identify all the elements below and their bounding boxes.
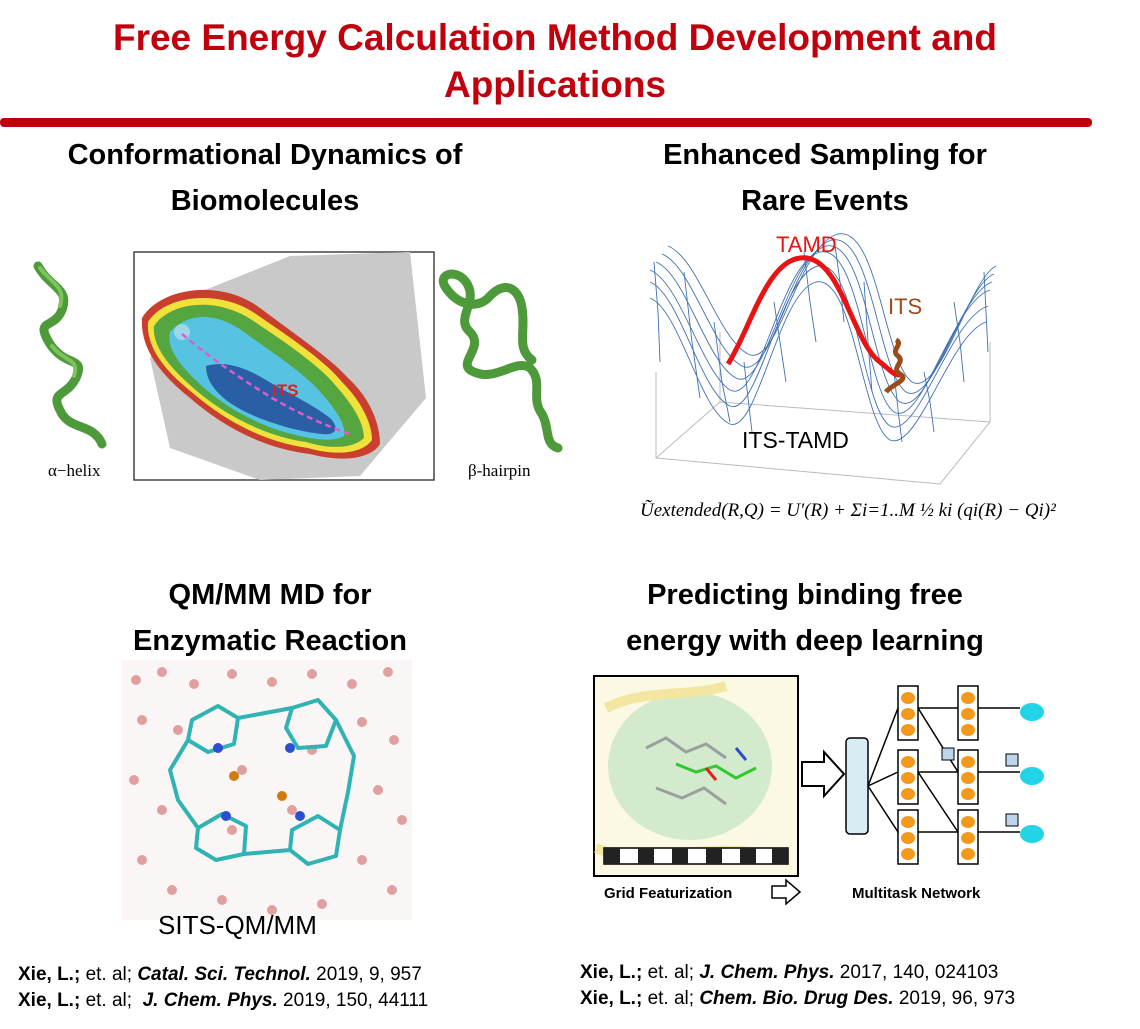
qmmm-heading: QM/MM MD for Enzymatic Reaction — [60, 572, 480, 664]
porphycene-ring — [168, 698, 356, 866]
ref-details: 2017, 140, 024103 — [834, 962, 999, 983]
mesh-surface — [649, 233, 997, 443]
input-layer — [845, 737, 869, 835]
alpha-helix-image — [33, 261, 107, 449]
conformational-heading-line-1: Conformational Dynamics of — [67, 139, 463, 171]
task-boxes — [941, 747, 1019, 827]
ref-author: Xie, L.; — [580, 962, 643, 983]
surface-box — [655, 332, 991, 485]
deep-learning-figure: Grid Featurization Multitask Network — [586, 668, 1056, 908]
ref-etal: et. al; — [642, 962, 700, 983]
page-title: Free Energy Calculation Method Developme… — [0, 14, 1110, 108]
ref-author: Xie, L.; — [18, 990, 81, 1011]
extended-hamiltonian-equation: Ũextended(R,Q) = U'(R) + Σi=1..M ½ ki (q… — [640, 500, 1056, 521]
water-box — [122, 660, 412, 920]
ref-details: 2019, 150, 44111 — [277, 990, 429, 1011]
conformational-heading-line-2: Biomolecules — [170, 185, 360, 217]
its-tamd-label: ITS-TAMD — [742, 427, 849, 453]
enhanced-heading-line-2: Rare Events — [741, 185, 909, 217]
tamd-label: TAMD — [776, 232, 837, 257]
qmmm-heading-line-2: Enzymatic Reaction — [133, 625, 407, 657]
conformational-heading: Conformational Dynamics of Biomolecules — [20, 132, 510, 224]
water-molecules — [129, 667, 407, 915]
reference-right-1: Xie, L.; et. al; J. Chem. Phys. 2017, 14… — [580, 960, 998, 986]
ref-journal: Catal. Sci. Technol. — [137, 964, 311, 985]
tamd-path — [725, 255, 904, 378]
transition-path — [181, 333, 351, 436]
title-divider — [0, 118, 1092, 127]
ref-journal: J. Chem. Phys. — [142, 990, 278, 1011]
network-connections — [867, 707, 1020, 833]
proton-atoms — [229, 771, 287, 801]
free-energy-landscape-figure: α−helix ITS β-hairpin — [33, 251, 563, 481]
its-label-landscape: ITS — [272, 381, 298, 400]
pocket-grid-sphere — [608, 692, 772, 840]
multitask-network-label: Multitask Network — [852, 885, 981, 902]
reference-left-1: Xie, L.; et. al; Catal. Sci. Technol. 20… — [18, 962, 422, 988]
ref-author: Xie, L.; — [580, 988, 643, 1009]
ref-etal: et. al; — [80, 990, 143, 1011]
qmmm-heading-line-1: QM/MM MD for — [168, 579, 372, 611]
deep-heading-line-1: Predicting binding free — [647, 579, 963, 611]
title-line-1: Free Energy Calculation Method Developme… — [112, 17, 998, 58]
ref-journal: J. Chem. Phys. — [699, 962, 835, 983]
ligand-sticks — [645, 736, 757, 806]
ref-etal: et. al; — [80, 964, 138, 985]
enhanced-heading-line-1: Enhanced Sampling for — [663, 139, 987, 171]
ref-details: 2019, 96, 973 — [893, 988, 1016, 1009]
beta-hairpin-image — [439, 269, 563, 453]
caption-arrow — [771, 878, 802, 906]
enhanced-heading: Enhanced Sampling for Rare Events — [590, 132, 1060, 224]
landscape-helix-basin — [174, 324, 190, 340]
deep-heading-line-2: energy with deep learning — [626, 625, 984, 657]
neuron-nodes — [901, 692, 975, 860]
its-path — [884, 337, 906, 394]
output-nodes — [1020, 703, 1044, 843]
ref-author: Xie, L.; — [18, 964, 81, 985]
reference-left-2: Xie, L.; et. al; J. Chem. Phys. 2019, 15… — [18, 988, 428, 1014]
ref-journal: Chem. Bio. Drug Des. — [699, 988, 894, 1009]
deep-learning-heading: Predicting binding free energy with deep… — [570, 572, 1040, 664]
its-label-surface: ITS — [888, 294, 922, 319]
title-line-2: Applications — [443, 64, 667, 105]
energy-surface-figure: TAMD ITS ITS-TAMD — [649, 232, 997, 485]
ref-details: 2019, 9, 957 — [310, 964, 422, 985]
qmmm-molecule-figure: SITS-QM/MM — [122, 660, 412, 940]
grid-featurization-label: Grid Featurization — [604, 885, 732, 902]
landscape-blue-basin — [206, 363, 336, 435]
feature-barcode — [603, 847, 789, 865]
ref-etal: et. al; — [642, 988, 700, 1009]
nitrogen-atoms — [213, 743, 305, 821]
reference-right-2: Xie, L.; et. al; Chem. Bio. Drug Des. 20… — [580, 986, 1015, 1012]
featurization-arrow — [801, 749, 846, 799]
alpha-helix-label: α−helix — [48, 461, 101, 480]
beta-hairpin-label: β-hairpin — [468, 461, 531, 480]
sits-qmmm-label: SITS-QM/MM — [158, 910, 317, 940]
